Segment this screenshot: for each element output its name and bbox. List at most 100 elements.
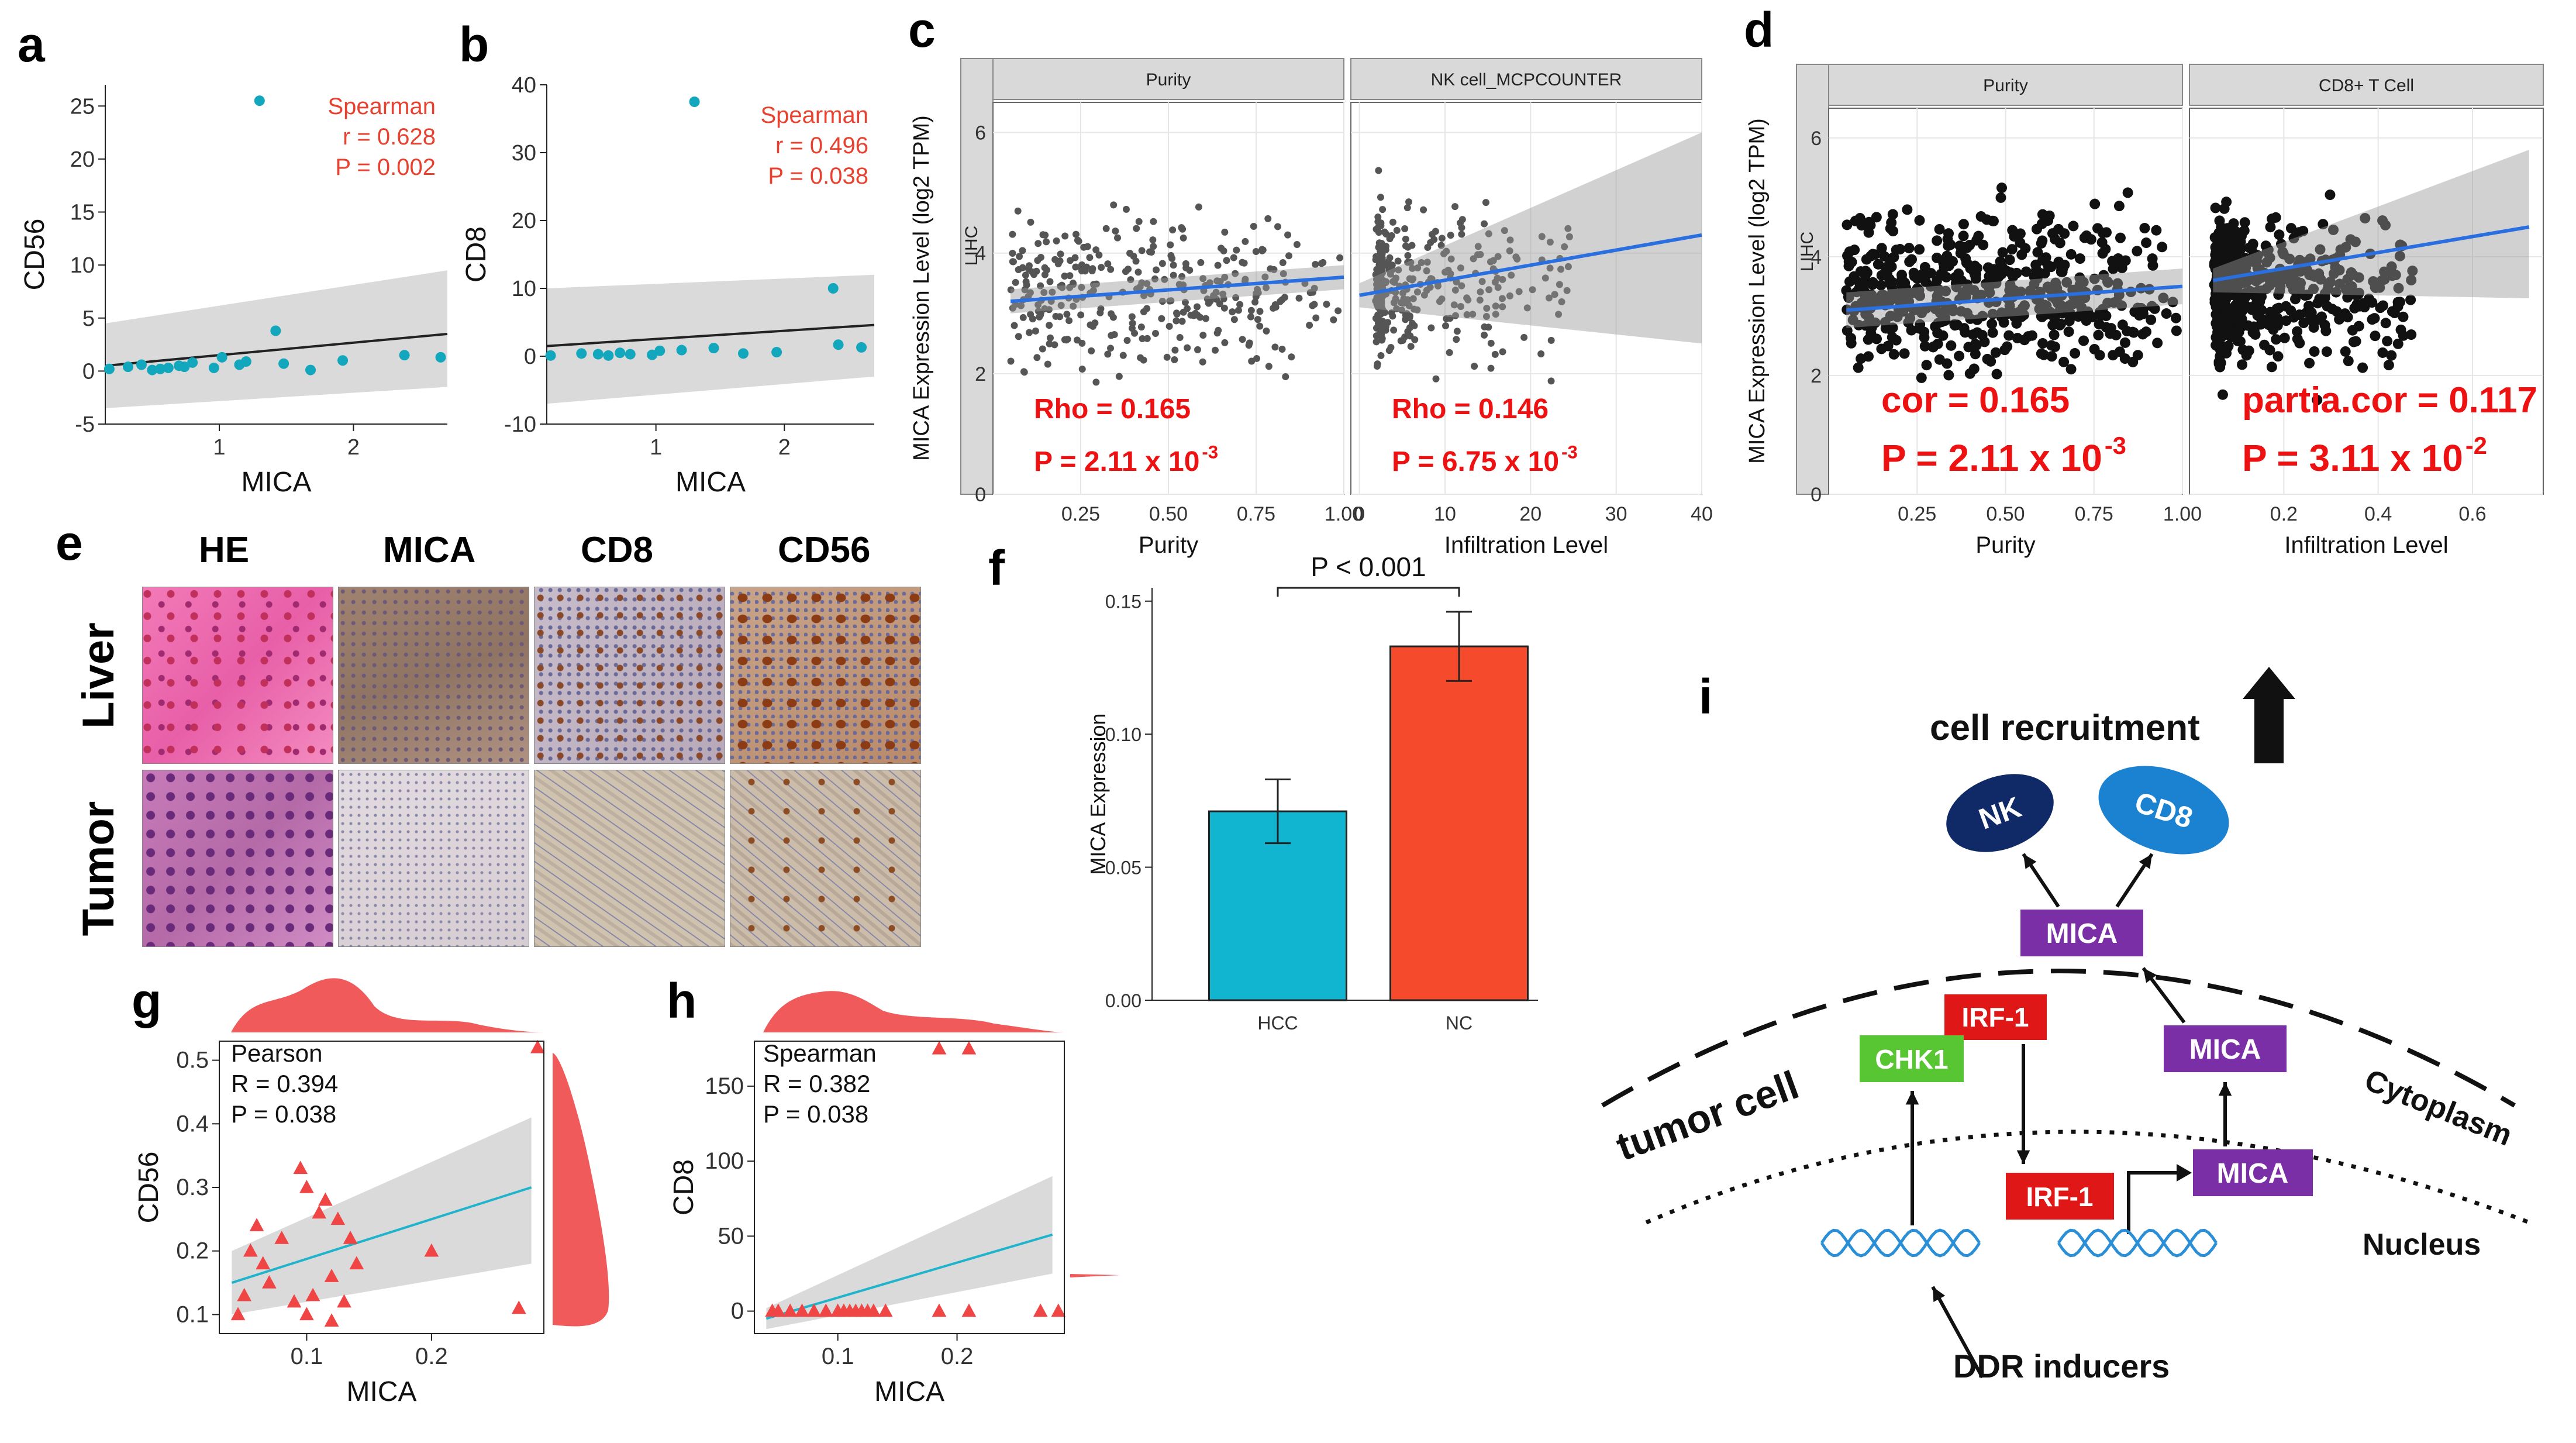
data-point xyxy=(1987,327,1998,338)
data-point xyxy=(2147,260,2158,271)
x-tick-label: 0.6 xyxy=(2458,503,2486,525)
data-point xyxy=(1176,334,1184,342)
data-point xyxy=(1393,305,1401,312)
data-point xyxy=(2318,219,2329,230)
x-tick-label: 20 xyxy=(1519,503,1542,525)
data-point xyxy=(1408,264,1416,272)
data-point xyxy=(1214,261,1222,269)
data-point xyxy=(1066,284,1074,291)
data-point xyxy=(603,350,614,361)
data-point xyxy=(2127,326,2138,337)
y-tick-label: 0.5 xyxy=(176,1048,209,1073)
data-point xyxy=(2235,236,2246,247)
data-point xyxy=(1378,336,1385,344)
data-point xyxy=(2393,283,2404,294)
data-point xyxy=(1911,304,1922,315)
data-point xyxy=(1557,266,1565,273)
stat-exponent: -3 xyxy=(1202,442,1218,462)
data-point xyxy=(1374,213,1382,221)
column-label-mica: MICA xyxy=(383,530,476,570)
data-point xyxy=(1877,290,1888,301)
data-point xyxy=(1137,323,1145,331)
data-point xyxy=(2380,318,2391,329)
data-point xyxy=(216,352,227,363)
data-point xyxy=(1403,204,1411,212)
x-tick-label: 30 xyxy=(1605,503,1627,525)
data-point xyxy=(1334,307,1342,315)
data-point xyxy=(1546,238,1554,246)
data-point xyxy=(1092,378,1100,386)
data-point xyxy=(256,1256,271,1270)
data-point xyxy=(1960,327,1971,338)
data-point xyxy=(1014,207,1022,215)
data-point xyxy=(1558,298,1565,306)
data-point xyxy=(2146,301,2157,312)
data-point xyxy=(2025,285,2036,297)
data-point xyxy=(1482,199,1489,206)
data-point xyxy=(1049,288,1056,296)
data-point xyxy=(708,343,719,354)
y-axis-title: CD8 xyxy=(668,1159,699,1215)
data-point xyxy=(1240,259,1248,267)
data-point xyxy=(1022,271,1029,279)
data-point xyxy=(2235,244,2246,255)
arrow-ddr-to-dna-head xyxy=(1933,1287,1946,1302)
data-point xyxy=(2129,306,2140,318)
arrow-dna-to-chk1-head xyxy=(1905,1091,1919,1105)
data-point xyxy=(2347,325,2358,336)
stat-line: Pearson xyxy=(231,1039,322,1067)
data-point xyxy=(1046,322,1053,329)
data-point xyxy=(1477,251,1484,259)
data-point xyxy=(2218,236,2229,247)
data-point xyxy=(1019,314,1027,321)
data-point xyxy=(1397,299,1405,306)
panel-h: h 150 100 50 0 0.1 0.2 MICA CD8 Spearman R = 0.382… xyxy=(667,973,1066,1407)
data-point xyxy=(1206,279,1213,287)
data-point xyxy=(2398,330,2409,341)
histology-liver-cd56 xyxy=(730,587,921,764)
dna-helix-icon-left xyxy=(1820,1228,1981,1258)
y-tick-label: 0.3 xyxy=(176,1175,209,1200)
data-point xyxy=(1046,340,1053,347)
data-point xyxy=(230,1307,246,1321)
data-point xyxy=(2331,306,2342,317)
data-point xyxy=(2139,223,2150,234)
data-point xyxy=(1067,257,1074,264)
data-point xyxy=(1387,270,1394,278)
data-point xyxy=(1863,227,1874,238)
data-point xyxy=(2320,325,2332,336)
data-point xyxy=(1430,236,1438,243)
data-point xyxy=(676,345,687,356)
data-point xyxy=(2275,239,2287,250)
data-point xyxy=(2170,312,2181,323)
data-point xyxy=(2152,337,2163,349)
data-point xyxy=(2357,362,2368,373)
data-point xyxy=(1061,272,1068,280)
data-point xyxy=(2340,242,2351,253)
data-point xyxy=(2294,337,2305,349)
data-point xyxy=(1134,268,1142,276)
confidence-band xyxy=(232,1117,532,1315)
data-point xyxy=(249,1218,264,1231)
data-point xyxy=(1063,311,1071,318)
data-point xyxy=(2070,348,2081,359)
data-point xyxy=(1888,289,1899,300)
data-point xyxy=(1018,302,1025,309)
data-point xyxy=(2119,353,2130,364)
data-point xyxy=(771,1303,786,1317)
panel-g: g 0.5 0.4 0.3 0.2 0.1 0.1 0.2 MICA CD56 Pearson R =… xyxy=(132,973,545,1407)
data-point xyxy=(2222,244,2233,256)
y-tick-label: 0.2 xyxy=(176,1238,209,1264)
data-point xyxy=(827,283,839,294)
data-point xyxy=(2023,331,2034,342)
data-point xyxy=(1309,302,1316,309)
data-point xyxy=(1250,223,1257,230)
x-tick-label: 0 xyxy=(1354,503,1365,525)
data-point xyxy=(1968,285,1980,296)
data-point xyxy=(1970,349,1981,360)
data-point xyxy=(530,1039,545,1053)
data-point xyxy=(243,1243,258,1257)
data-point xyxy=(1970,269,1981,280)
data-point xyxy=(1254,316,1261,323)
data-point xyxy=(2246,304,2257,315)
